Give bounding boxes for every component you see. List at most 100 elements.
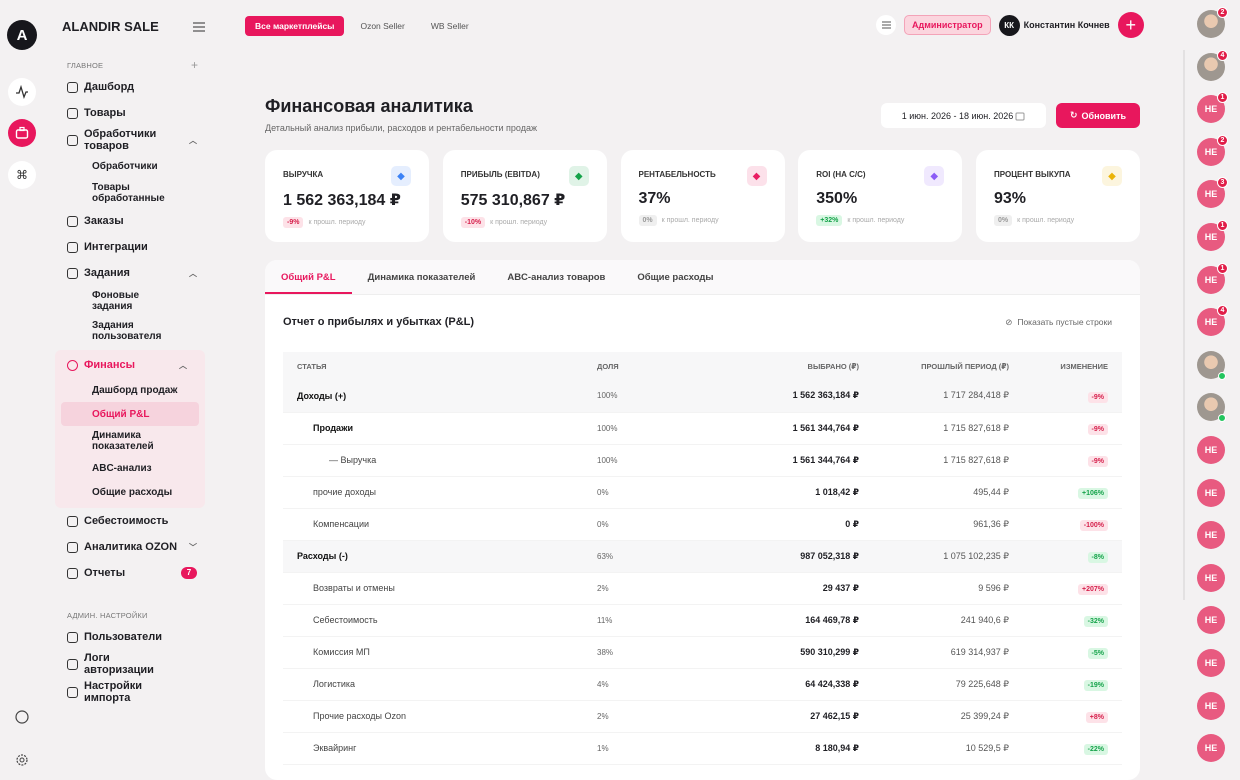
empty-rows-toggle[interactable]: ⊘ Показать пустые строки [1005,317,1112,327]
nav-item[interactable]: Настройки импорта [45,678,215,706]
nav-label: Логи авторизации [84,652,154,676]
table-cell: 1 715 827,618 ₽ [873,412,1023,445]
contact-avatar[interactable]: НЕ 2 [1197,134,1228,166]
contact-avatar[interactable]: НЕ 1 [1197,92,1228,124]
user-name: Константин Кочнев [1023,20,1110,30]
marketplace-tab[interactable]: Все маркетплейсы [245,16,345,36]
nav-item[interactable]: Обработчики товаров ︿ [45,126,215,154]
kpi-change: 0% к прошл. периоду [994,215,1122,226]
nav-subitem[interactable]: ABC-анализ [55,456,205,480]
contact-avatar[interactable]: НЕ 4 [1197,305,1228,337]
kpi-card: ПРИБЫЛЬ (EBITDA) ◆ 575 310,867 ₽ -10% к прош… [442,150,607,242]
activity-icon[interactable] [8,78,36,106]
nav-item[interactable]: Аналитика OZON ﹀ [45,534,215,560]
add-icon[interactable]: + [191,58,199,72]
table-cell: 38% [583,636,703,669]
table-row: Себестоимость 11% 164 469,78 ₽241 940,6 ₽ -… [283,604,1122,637]
table-cell: 79 225,648 ₽ [873,668,1023,701]
nav-subitem[interactable]: Динамика показателей [55,426,205,456]
menu-toggle[interactable] [193,22,205,32]
report-tab[interactable]: ABC-анализ товаров [507,272,606,283]
contact-avatar[interactable]: НЕ [1197,435,1225,464]
brand: ALANDIR SALE [62,19,159,34]
command-icon[interactable]: ⌘ [8,161,36,189]
contact-initials: НЕ [1204,104,1218,115]
nav-item[interactable]: Дашборд [45,74,215,100]
nav-item[interactable]: Товары [45,100,215,126]
nav-subitem[interactable]: Общие расходы [55,480,205,504]
contact-avatar[interactable]: НЕ 1 [1197,219,1228,251]
contact-initials: НЕ [1204,189,1218,200]
kpi-label: РЕНТАБЕЛЬНОСТЬ [638,170,716,179]
marketplace-tab[interactable]: WB Seller [430,21,469,31]
nav-label: Задания [84,267,130,279]
table-cell: -100% [1023,508,1122,541]
date-range[interactable]: 1 июн. 2026 - 18 июн. 2026 [881,103,1046,128]
nav-item[interactable]: Финансы ︿ [55,352,205,378]
change-note: к прошл. периоду [490,219,548,226]
contact-avatar[interactable] [1197,350,1226,380]
chat-icon[interactable] [8,703,36,731]
nav-item[interactable]: Логи авторизации [45,650,215,678]
contact-avatar[interactable]: НЕ [1197,606,1225,635]
nav-subitem[interactable]: Фоновые задания [45,286,215,316]
table-cell: 10 529,5 ₽ [873,732,1023,765]
contact-avatar[interactable]: 4 [1197,49,1228,81]
contact-avatar[interactable]: НЕ [1197,563,1225,592]
contact-avatar[interactable]: НЕ [1197,478,1225,507]
contact-avatar[interactable]: НЕ 3 [1197,177,1228,209]
unread-badge: 1 [1217,219,1228,231]
contact-avatar[interactable]: 2 [1197,7,1228,38]
table-cell: 619 314,937 ₽ [873,636,1023,669]
nav-subitem[interactable]: Дашборд продаж [55,378,205,402]
add-button[interactable]: + [1117,12,1144,38]
table-cell: +106% [1023,476,1122,509]
nav-subitem[interactable]: Общий P&L [61,402,199,426]
nav-subitem[interactable]: Обработчики [45,154,215,178]
contact-initials: НЕ [1204,657,1218,668]
nav-item[interactable]: Себестоимость [45,508,215,534]
nav-label: Дашборд [84,81,135,93]
svg-text:⌘: ⌘ [16,168,28,182]
nav: ГЛАВНОЕ Дашборд Товары Обработчики товаров ︿… [45,58,215,706]
finance-icon[interactable] [8,119,36,147]
contact-avatar[interactable]: НЕ [1197,691,1225,720]
contact-avatar[interactable]: НЕ 1 [1197,262,1228,294]
list-icon[interactable] [876,15,896,35]
unread-badge: 2 [1217,134,1228,146]
kpi-value: 1 562 363,184 ₽ [283,192,401,209]
user-avatar[interactable]: КК [998,14,1020,36]
nav-item[interactable]: Интеграции [45,234,215,260]
nav-item[interactable]: Отчеты 7 [45,560,215,586]
report-tab[interactable]: Общие расходы [637,272,714,283]
column-header: ПРОШЛЫЙ ПЕРИОД (₽) [873,352,1023,380]
contact-avatar[interactable]: НЕ [1197,648,1225,677]
table-cell: 1 562 363,184 ₽ [703,380,873,413]
report-tabs: Общий P&L Динамика показателей ABC-анализ … [265,260,1140,295]
logo: A [7,20,37,50]
nav-item[interactable]: Заказы [45,208,215,234]
table-cell: 100% [583,412,703,445]
kpi-icon: ◆ [746,166,767,186]
column-header: ДОЛЯ [583,352,703,380]
nav-sublabel: Фоновые задания [92,290,140,312]
table-cell: 241 940,6 ₽ [873,604,1023,637]
report-tab[interactable]: Общий P&L [265,260,352,294]
report-tab[interactable]: Динамика показателей [367,272,476,283]
settings-icon[interactable] [8,746,36,774]
nav-item[interactable]: Задания ︿ [45,260,215,286]
table-cell: 100% [583,444,703,477]
contact-avatar[interactable] [1197,393,1226,423]
refresh-button[interactable]: ↻ Обновить [1056,103,1140,128]
nav-subitem[interactable]: Товары обработанные [45,178,215,208]
pnl-table: СТАТЬЯ ДОЛЯ ВЫБРАНО (₽) ПРОШЛЫЙ ПЕРИОД (₽) И… [283,352,1122,765]
nav-item[interactable]: Пользователи [45,624,215,650]
contact-avatar[interactable]: НЕ [1197,521,1225,550]
nav-subitem[interactable]: Задания пользователя [45,316,215,346]
nav-icon [67,515,78,527]
table-cell: +8% [1023,700,1122,733]
contact-avatar[interactable]: НЕ [1197,734,1225,763]
table-cell: 1 561 344,764 ₽ [703,412,873,445]
table-cell: +207% [1023,572,1122,605]
marketplace-tab[interactable]: Ozon Seller [360,21,405,31]
